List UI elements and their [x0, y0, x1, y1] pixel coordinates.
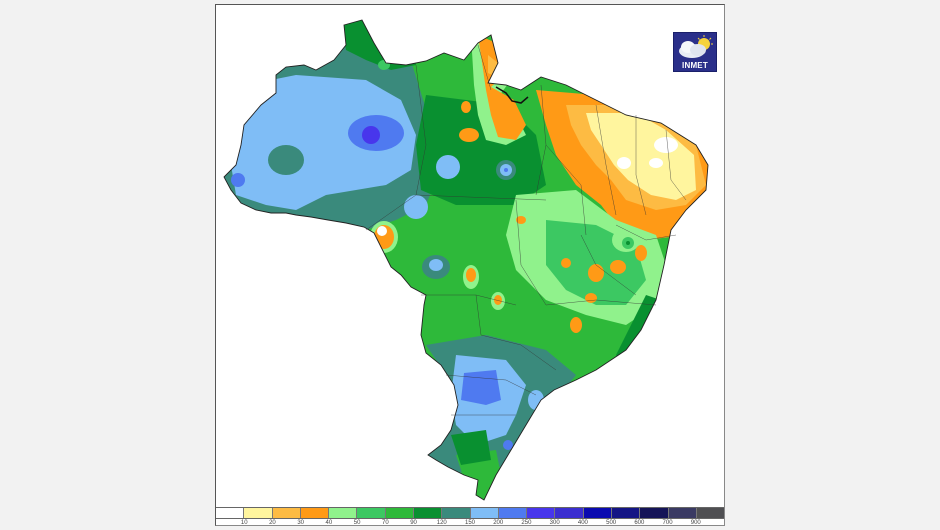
legend-label: 70: [381, 520, 389, 526]
legend-swatch: [555, 508, 584, 518]
legend-swatch: [640, 508, 669, 518]
legend-swatch: [357, 508, 386, 518]
legend-label: 20: [269, 520, 276, 526]
legend-label: 300: [549, 520, 560, 526]
legend-swatch: [498, 508, 528, 518]
logo-text: INMET: [682, 61, 708, 70]
legend-label: 10: [240, 520, 248, 526]
legend-label: 900: [690, 520, 701, 526]
legend-swatch: [583, 508, 612, 518]
legend-swatch: [216, 508, 245, 518]
legend-swatch: [442, 508, 471, 518]
legend-swatch: [244, 508, 273, 518]
legend-label: 120: [436, 520, 447, 526]
cloud-sun-icon: [679, 35, 713, 58]
legend-label: 500: [606, 520, 617, 526]
map-frame: INMET 10 20 30 40 50 70 90 120 150 200 250 300 400 50…: [215, 4, 725, 526]
legend-label: 30: [297, 520, 304, 526]
legend-swatch: [272, 508, 301, 518]
color-legend: 10 20 30 40 50 70 90 120 150 200 250 300 400 500 600 70…: [216, 507, 725, 527]
legend-swatch: [470, 508, 499, 518]
legend-swatch: [611, 508, 641, 518]
legend-swatch: [385, 508, 414, 518]
inmet-logo: INMET: [673, 32, 717, 72]
legend-label: 90: [410, 520, 417, 526]
legend-labels: 10 20 30 40 50 70 90 120 150 200 250 300 400 500 600 70…: [216, 519, 724, 527]
legend-label: 250: [521, 520, 532, 526]
precipitation-map: [223, 19, 709, 501]
legend-label: 40: [325, 520, 333, 526]
legend-label: 200: [493, 520, 504, 526]
legend-label: 700: [662, 520, 673, 526]
legend-swatch: [329, 508, 358, 518]
legend-swatch: [668, 508, 697, 518]
legend-swatch: [300, 508, 330, 518]
legend-swatch: [696, 508, 725, 518]
legend-label: 150: [464, 520, 476, 526]
legend-color-bar: [216, 507, 725, 519]
legend-swatch: [527, 508, 556, 518]
legend-label: 400: [577, 520, 588, 526]
legend-label: 600: [634, 520, 645, 526]
legend-label: 50: [353, 520, 361, 526]
legend-swatch: [413, 508, 443, 518]
